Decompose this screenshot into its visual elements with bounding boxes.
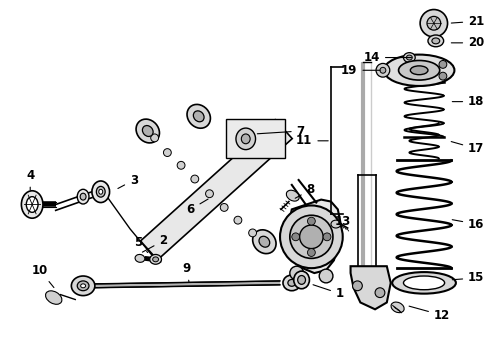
Circle shape bbox=[233, 216, 242, 224]
Ellipse shape bbox=[71, 276, 95, 296]
Ellipse shape bbox=[81, 284, 85, 288]
Circle shape bbox=[299, 225, 323, 248]
Ellipse shape bbox=[403, 276, 444, 290]
Ellipse shape bbox=[193, 111, 203, 122]
Ellipse shape bbox=[252, 230, 276, 253]
Text: 10: 10 bbox=[32, 264, 54, 288]
Ellipse shape bbox=[77, 189, 89, 204]
Ellipse shape bbox=[259, 236, 269, 247]
Text: 15: 15 bbox=[451, 271, 484, 284]
Ellipse shape bbox=[286, 190, 299, 201]
Circle shape bbox=[438, 60, 446, 68]
Circle shape bbox=[319, 269, 332, 283]
Circle shape bbox=[426, 17, 440, 30]
Ellipse shape bbox=[409, 66, 427, 75]
Ellipse shape bbox=[186, 104, 210, 128]
Ellipse shape bbox=[406, 55, 411, 60]
Text: 21: 21 bbox=[450, 15, 484, 28]
Text: 14: 14 bbox=[363, 51, 410, 64]
Ellipse shape bbox=[390, 302, 403, 313]
Ellipse shape bbox=[427, 35, 443, 47]
Ellipse shape bbox=[330, 220, 340, 228]
Ellipse shape bbox=[293, 271, 309, 289]
Text: 8: 8 bbox=[295, 183, 314, 198]
Ellipse shape bbox=[287, 279, 295, 286]
Ellipse shape bbox=[283, 275, 300, 291]
Ellipse shape bbox=[96, 186, 105, 197]
Text: 17: 17 bbox=[450, 141, 484, 155]
Circle shape bbox=[379, 67, 385, 73]
Text: 12: 12 bbox=[408, 306, 449, 322]
Ellipse shape bbox=[149, 255, 161, 264]
Ellipse shape bbox=[391, 272, 455, 294]
Ellipse shape bbox=[403, 53, 414, 62]
Ellipse shape bbox=[99, 189, 102, 194]
Ellipse shape bbox=[431, 38, 439, 44]
Text: 16: 16 bbox=[451, 217, 484, 231]
Ellipse shape bbox=[21, 191, 43, 218]
Circle shape bbox=[291, 233, 299, 241]
Ellipse shape bbox=[26, 197, 38, 212]
Text: 11: 11 bbox=[296, 134, 327, 147]
Circle shape bbox=[419, 9, 447, 37]
Polygon shape bbox=[350, 266, 390, 309]
Circle shape bbox=[177, 161, 184, 169]
Ellipse shape bbox=[398, 60, 439, 80]
Text: 9: 9 bbox=[183, 262, 191, 282]
Ellipse shape bbox=[77, 281, 89, 291]
Ellipse shape bbox=[236, 128, 255, 150]
Ellipse shape bbox=[92, 181, 109, 203]
Circle shape bbox=[248, 229, 256, 237]
Text: 19: 19 bbox=[340, 64, 379, 77]
Ellipse shape bbox=[142, 126, 153, 136]
Circle shape bbox=[220, 203, 227, 211]
Text: 18: 18 bbox=[451, 95, 484, 108]
Text: 1: 1 bbox=[312, 285, 343, 300]
Circle shape bbox=[163, 149, 171, 157]
Ellipse shape bbox=[136, 119, 159, 143]
Polygon shape bbox=[288, 199, 340, 273]
Ellipse shape bbox=[80, 193, 86, 200]
Text: 13: 13 bbox=[334, 215, 350, 228]
Circle shape bbox=[352, 281, 362, 291]
Ellipse shape bbox=[241, 134, 250, 144]
Circle shape bbox=[190, 175, 198, 183]
Circle shape bbox=[374, 288, 384, 298]
Ellipse shape bbox=[152, 257, 158, 262]
Bar bbox=[140, 120, 292, 260]
Circle shape bbox=[438, 72, 446, 80]
Ellipse shape bbox=[135, 255, 144, 262]
Text: 6: 6 bbox=[186, 199, 208, 216]
Text: 3: 3 bbox=[118, 174, 138, 189]
Circle shape bbox=[307, 248, 315, 256]
Circle shape bbox=[375, 63, 389, 77]
Text: 5: 5 bbox=[133, 236, 147, 252]
Text: 20: 20 bbox=[450, 36, 484, 49]
Circle shape bbox=[205, 190, 213, 198]
Ellipse shape bbox=[383, 55, 453, 86]
Text: 7: 7 bbox=[257, 125, 304, 138]
Circle shape bbox=[289, 266, 303, 280]
Ellipse shape bbox=[45, 291, 62, 304]
Circle shape bbox=[307, 217, 315, 225]
Circle shape bbox=[150, 134, 158, 142]
Circle shape bbox=[323, 233, 330, 241]
Ellipse shape bbox=[297, 275, 305, 284]
Circle shape bbox=[289, 215, 332, 258]
Text: 2: 2 bbox=[142, 234, 167, 252]
Circle shape bbox=[280, 206, 342, 268]
Text: 4: 4 bbox=[26, 168, 34, 190]
Bar bbox=[225, 119, 285, 158]
